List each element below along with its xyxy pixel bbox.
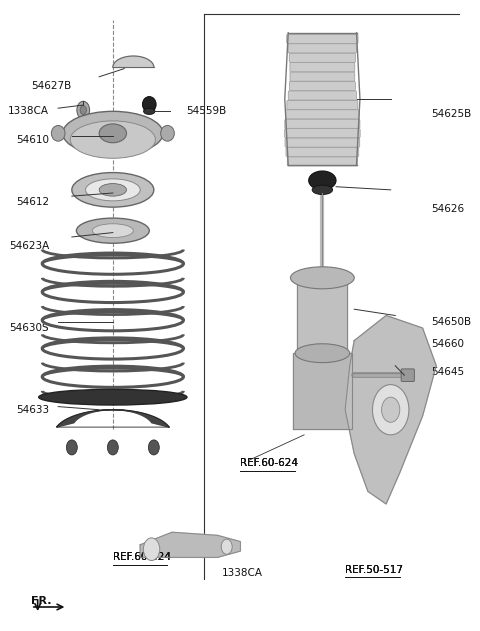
Circle shape xyxy=(77,102,90,119)
FancyBboxPatch shape xyxy=(287,100,358,109)
Ellipse shape xyxy=(309,171,336,190)
Circle shape xyxy=(108,440,118,455)
Polygon shape xyxy=(345,316,436,504)
Ellipse shape xyxy=(290,267,354,289)
Text: 54612: 54612 xyxy=(16,198,49,208)
Polygon shape xyxy=(140,532,240,557)
FancyBboxPatch shape xyxy=(285,129,360,138)
Text: 54626: 54626 xyxy=(432,204,465,214)
Ellipse shape xyxy=(143,97,156,112)
Text: 54625B: 54625B xyxy=(432,109,472,119)
FancyBboxPatch shape xyxy=(286,110,359,119)
Text: REF.50-517: REF.50-517 xyxy=(345,565,403,575)
Text: REF.50-517: REF.50-517 xyxy=(345,565,403,575)
Text: 54645: 54645 xyxy=(432,367,465,377)
Text: 54610: 54610 xyxy=(16,134,49,144)
FancyBboxPatch shape xyxy=(401,369,414,382)
Ellipse shape xyxy=(144,108,155,114)
FancyBboxPatch shape xyxy=(285,119,360,128)
FancyBboxPatch shape xyxy=(290,72,355,81)
Ellipse shape xyxy=(63,111,163,155)
Circle shape xyxy=(382,397,400,422)
Text: REF.60-624: REF.60-624 xyxy=(113,552,171,562)
Text: 54660: 54660 xyxy=(432,339,465,349)
Text: 54630S: 54630S xyxy=(10,323,49,333)
Ellipse shape xyxy=(161,126,174,141)
Text: 54627B: 54627B xyxy=(32,81,72,91)
Circle shape xyxy=(372,385,409,435)
Text: FR.: FR. xyxy=(31,596,51,606)
Text: REF.60-624: REF.60-624 xyxy=(113,552,171,562)
Text: REF.60-624: REF.60-624 xyxy=(240,458,299,468)
FancyBboxPatch shape xyxy=(288,91,357,100)
FancyBboxPatch shape xyxy=(289,53,356,62)
Text: REF.60-624: REF.60-624 xyxy=(113,552,171,562)
Text: 1338CA: 1338CA xyxy=(8,107,49,116)
FancyBboxPatch shape xyxy=(288,157,358,166)
Circle shape xyxy=(80,105,86,114)
Ellipse shape xyxy=(92,224,133,238)
Polygon shape xyxy=(293,353,352,428)
Ellipse shape xyxy=(39,389,187,405)
Ellipse shape xyxy=(99,124,127,143)
Text: 54633: 54633 xyxy=(16,404,49,415)
Polygon shape xyxy=(57,410,169,427)
Polygon shape xyxy=(113,56,154,68)
Ellipse shape xyxy=(99,184,127,196)
Polygon shape xyxy=(297,278,348,353)
Ellipse shape xyxy=(72,173,154,207)
Ellipse shape xyxy=(51,126,65,141)
Text: REF.60-624: REF.60-624 xyxy=(240,458,299,468)
Ellipse shape xyxy=(85,179,140,201)
FancyBboxPatch shape xyxy=(288,44,357,53)
FancyBboxPatch shape xyxy=(287,34,358,44)
FancyBboxPatch shape xyxy=(289,81,355,91)
Ellipse shape xyxy=(70,121,156,158)
FancyBboxPatch shape xyxy=(290,62,355,72)
Ellipse shape xyxy=(312,185,333,194)
Text: 54650B: 54650B xyxy=(432,317,472,327)
Ellipse shape xyxy=(76,218,149,244)
FancyBboxPatch shape xyxy=(286,148,359,156)
Text: 54623A: 54623A xyxy=(9,242,49,251)
Ellipse shape xyxy=(295,344,350,363)
Text: 54559B: 54559B xyxy=(186,107,226,116)
Circle shape xyxy=(148,440,159,455)
Text: REF.60-624: REF.60-624 xyxy=(240,458,299,468)
Circle shape xyxy=(221,539,232,554)
FancyBboxPatch shape xyxy=(285,138,360,147)
Text: 1338CA: 1338CA xyxy=(222,568,263,578)
Text: REF.50-517: REF.50-517 xyxy=(345,565,403,575)
Circle shape xyxy=(66,440,77,455)
Circle shape xyxy=(144,538,160,560)
